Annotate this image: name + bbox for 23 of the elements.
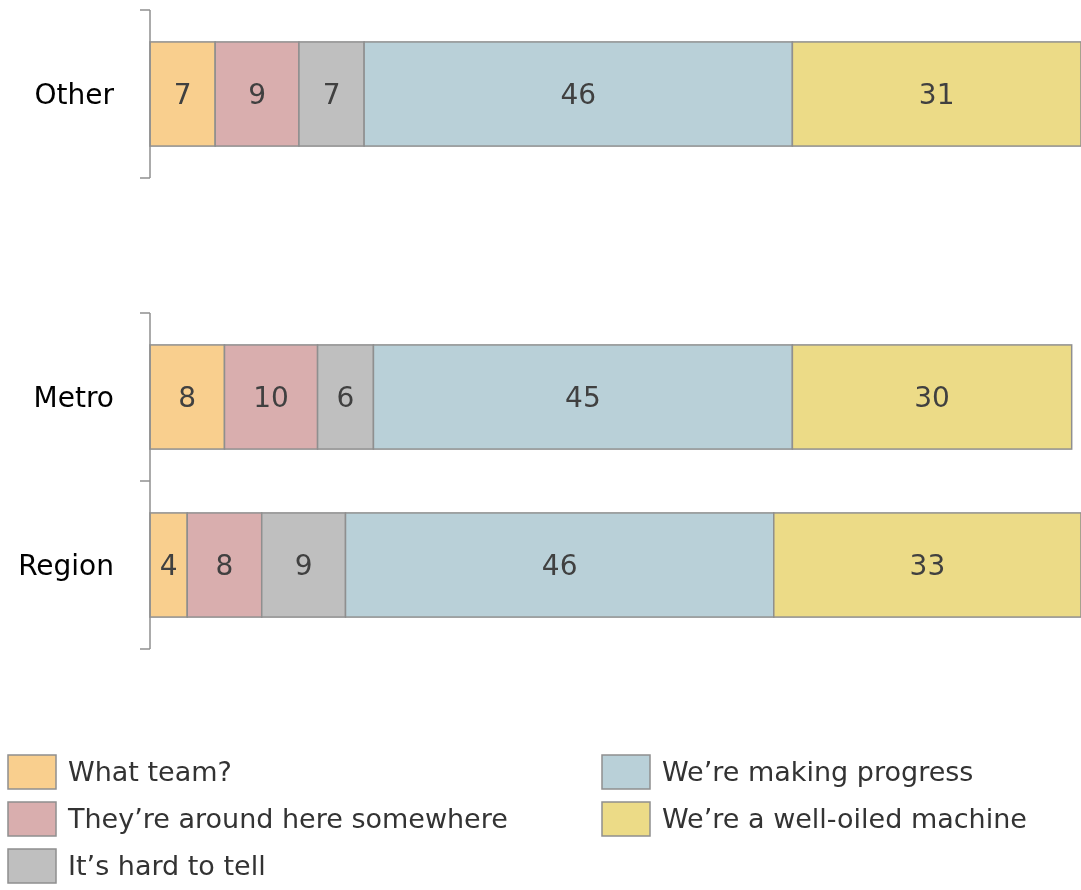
data-label: 8 [215,548,234,582]
data-label: 46 [541,548,578,582]
legend-label: We’re a well-oiled machine [662,803,1027,835]
data-label: 45 [565,380,601,414]
y-tick-label: Metro [33,380,114,414]
data-label: 9 [248,77,266,111]
data-label: 33 [909,548,946,582]
legend-label: What team? [68,756,232,788]
legend-label: It’s hard to tell [68,850,266,882]
data-label: 46 [560,77,597,111]
legend-label: They’re around here somewhere [67,803,508,835]
data-label: 31 [918,77,955,111]
legend-label: We’re making progress [662,756,974,788]
data-label: 10 [253,380,289,414]
y-tick-label: Region [18,548,114,582]
data-label: 4 [159,548,178,582]
data-label: 7 [173,77,192,111]
data-label: 8 [178,380,197,414]
y-tick-label: Other [34,77,115,111]
data-label: 7 [322,77,341,111]
data-label: 30 [914,380,950,414]
data-label: 6 [336,380,355,414]
data-label: 9 [294,548,313,582]
